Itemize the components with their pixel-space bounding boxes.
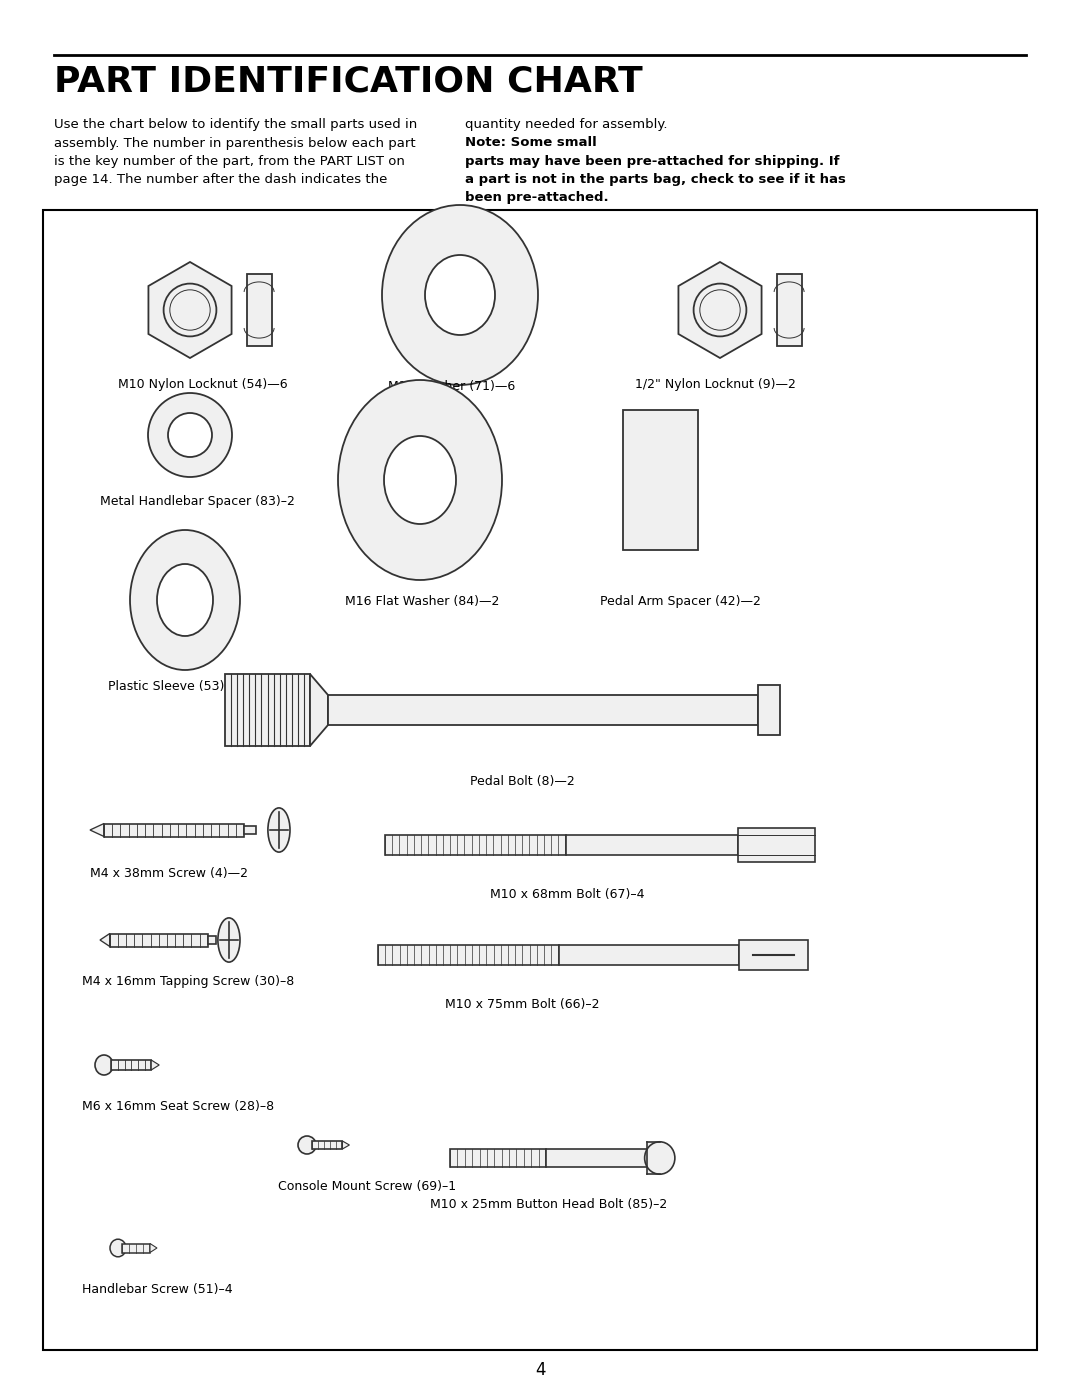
Text: M4 x 16mm Tapping Screw (30)–8: M4 x 16mm Tapping Screw (30)–8	[82, 975, 294, 988]
Bar	[244, 826, 256, 834]
Bar	[566, 835, 738, 855]
Polygon shape	[150, 1243, 157, 1253]
Text: M10 Washer (71)—6: M10 Washer (71)—6	[388, 380, 515, 393]
Text: Metal Handlebar Spacer (83)–2: Metal Handlebar Spacer (83)–2	[100, 495, 295, 509]
Bar	[546, 1148, 647, 1166]
Text: M10 x 68mm Bolt (67)–4: M10 x 68mm Bolt (67)–4	[490, 888, 645, 901]
Bar	[777, 274, 801, 346]
Polygon shape	[100, 933, 110, 947]
Ellipse shape	[338, 380, 502, 580]
Text: Pedal Arm Spacer (42)—2: Pedal Arm Spacer (42)—2	[600, 595, 761, 608]
Ellipse shape	[95, 1055, 113, 1076]
Text: Handlebar Screw (51)–4: Handlebar Screw (51)–4	[82, 1282, 232, 1296]
Bar	[739, 940, 808, 970]
Bar	[111, 1060, 151, 1070]
Bar	[450, 1148, 546, 1166]
Text: M4 x 38mm Screw (4)—2: M4 x 38mm Screw (4)—2	[90, 868, 248, 880]
Bar	[558, 944, 739, 965]
Polygon shape	[151, 1060, 159, 1070]
Polygon shape	[342, 1141, 350, 1148]
Text: Use the chart below to identify the small parts used in
assembly. The number in : Use the chart below to identify the smal…	[54, 117, 417, 187]
Bar	[384, 835, 566, 855]
Bar	[225, 673, 310, 746]
Bar	[312, 1141, 342, 1148]
Ellipse shape	[157, 564, 213, 636]
Bar	[110, 933, 207, 947]
Text: quantity needed for assembly.: quantity needed for assembly.	[465, 117, 672, 131]
Text: PART IDENTIFICATION CHART: PART IDENTIFICATION CHART	[54, 66, 643, 99]
Bar	[43, 210, 1037, 1350]
Circle shape	[148, 393, 232, 476]
Ellipse shape	[645, 1141, 675, 1175]
Text: M6 x 16mm Seat Screw (28)–8: M6 x 16mm Seat Screw (28)–8	[82, 1099, 274, 1113]
Ellipse shape	[110, 1239, 126, 1257]
Bar	[738, 828, 815, 862]
Text: M10 x 75mm Bolt (66)–2: M10 x 75mm Bolt (66)–2	[445, 997, 599, 1011]
Bar	[647, 1141, 660, 1175]
Ellipse shape	[382, 205, 538, 386]
Bar	[246, 274, 271, 346]
Polygon shape	[148, 263, 231, 358]
Text: M16 Flat Washer (84)—2: M16 Flat Washer (84)—2	[345, 595, 499, 608]
Text: 4: 4	[535, 1361, 545, 1379]
Bar	[378, 944, 558, 965]
Text: Console Mount Screw (69)–1: Console Mount Screw (69)–1	[278, 1180, 456, 1193]
Text: 1/2" Nylon Locknut (9)—2: 1/2" Nylon Locknut (9)—2	[635, 379, 796, 391]
Circle shape	[168, 414, 212, 457]
Polygon shape	[310, 673, 328, 746]
Bar	[122, 1243, 150, 1253]
Bar	[104, 823, 244, 837]
Ellipse shape	[268, 807, 291, 852]
Polygon shape	[90, 823, 104, 837]
Text: M10 Nylon Locknut (54)—6: M10 Nylon Locknut (54)—6	[118, 379, 287, 391]
Bar	[622, 409, 698, 550]
Text: Note: Some small
parts may have been pre-attached for shipping. If
a part is not: Note: Some small parts may have been pre…	[465, 136, 846, 204]
Ellipse shape	[130, 529, 240, 671]
Bar	[328, 694, 758, 725]
Ellipse shape	[298, 1136, 316, 1154]
Polygon shape	[678, 263, 761, 358]
Ellipse shape	[218, 918, 240, 963]
Text: Plastic Sleeve (53)—2: Plastic Sleeve (53)—2	[108, 680, 245, 693]
Bar	[207, 936, 216, 944]
Ellipse shape	[426, 256, 495, 335]
Ellipse shape	[384, 436, 456, 524]
Text: M10 x 25mm Button Head Bolt (85)–2: M10 x 25mm Button Head Bolt (85)–2	[430, 1199, 667, 1211]
Text: Pedal Bolt (8)—2: Pedal Bolt (8)—2	[470, 775, 575, 788]
Bar	[758, 685, 780, 735]
